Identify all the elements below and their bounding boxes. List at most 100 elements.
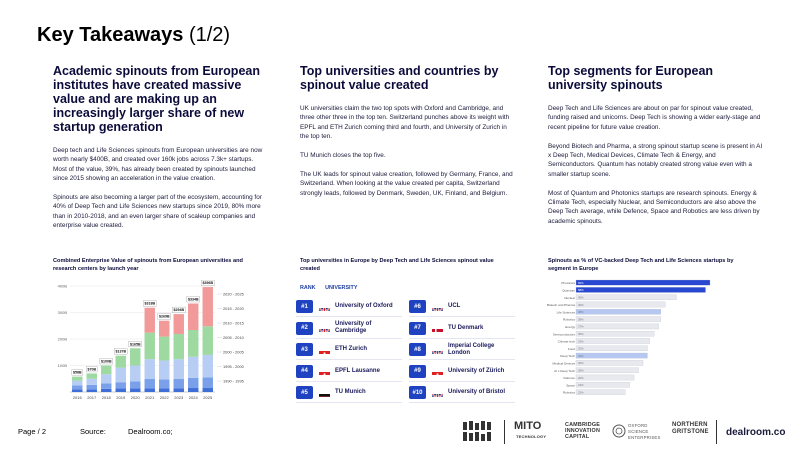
ranking-row: #6 UCL bbox=[409, 297, 515, 317]
rank-badge: #10 bbox=[409, 386, 426, 399]
bar-segment bbox=[173, 314, 184, 334]
bar-segment bbox=[188, 388, 199, 392]
rank-badge: #9 bbox=[409, 364, 426, 378]
source-label: Source: bbox=[80, 427, 106, 436]
logo-mito-sub: TECHNOLOGY bbox=[516, 434, 547, 439]
oxford-emblem-icon bbox=[612, 424, 626, 438]
total-label-box bbox=[128, 341, 142, 347]
bar-segment bbox=[115, 382, 126, 389]
bar-segment bbox=[202, 377, 213, 389]
bar-segment bbox=[202, 388, 213, 392]
ranking-row: #5 TU Munich bbox=[296, 383, 402, 403]
bar-segment bbox=[130, 381, 141, 389]
column-heading: Top segments for European university spi… bbox=[548, 64, 714, 92]
segment-bar bbox=[575, 287, 706, 293]
value-label: 24% bbox=[578, 383, 584, 387]
flag-uk-icon bbox=[319, 303, 330, 311]
total-label: $334B bbox=[188, 297, 199, 301]
bar-segment bbox=[72, 380, 83, 386]
value-label: 32% bbox=[578, 354, 584, 358]
bar-segment bbox=[159, 336, 170, 361]
figure-title-enterprise-value: Combined Enterprise Value of spinouts fr… bbox=[53, 258, 243, 272]
value-label: 26% bbox=[578, 376, 584, 380]
flag-uk-icon bbox=[432, 303, 443, 311]
column-top-segments: Top segments for European university spi… bbox=[548, 64, 763, 236]
total-label-box bbox=[172, 306, 186, 313]
total-label-box bbox=[186, 296, 200, 303]
university-name: University of Bristol bbox=[448, 389, 506, 395]
logo-mito: MITO bbox=[514, 420, 542, 432]
value-label: 28% bbox=[578, 369, 584, 373]
university-name: TU Munich bbox=[335, 389, 366, 395]
category-label: Food bbox=[568, 347, 575, 351]
logo-separator bbox=[716, 420, 717, 444]
university-name: EPFL Lausanne bbox=[335, 367, 380, 374]
bar-segment bbox=[188, 329, 199, 357]
total-label-box bbox=[71, 369, 83, 376]
x-tick-label: 2016 bbox=[73, 395, 83, 400]
total-label-box bbox=[157, 313, 171, 320]
segment-bar bbox=[575, 323, 659, 330]
segment-bar bbox=[575, 294, 677, 300]
total-label: $70B bbox=[87, 367, 96, 371]
bar-segment bbox=[130, 365, 141, 382]
category-label: Robotics bbox=[563, 318, 575, 322]
ranking-row: #1 University of Oxford bbox=[296, 297, 402, 317]
x-tick-label: 2023 bbox=[174, 395, 184, 400]
column-academic-spinouts: Academic spinouts from European institut… bbox=[53, 64, 268, 240]
bar-segment bbox=[188, 356, 199, 378]
y-tick-label: 200B bbox=[58, 337, 68, 342]
bar-segment bbox=[72, 376, 83, 381]
university-name: University of Oxford bbox=[335, 303, 393, 309]
university-name: UCL bbox=[448, 303, 461, 309]
bar-segment bbox=[101, 374, 112, 384]
rank-badge: #5 bbox=[296, 386, 313, 399]
enterprise-value-chart: 100B 200B 300B 400B $58B 2016 $70B 2017 $100B 201… bbox=[58, 280, 245, 400]
x-tick-label: 2022 bbox=[160, 395, 170, 400]
logo-separator bbox=[504, 420, 505, 444]
bar-segment bbox=[173, 379, 184, 389]
bar-segment bbox=[144, 379, 155, 389]
footer: Page / 2 Source: Dealroom.co; MITO TECHN… bbox=[0, 412, 800, 450]
total-label: $318B bbox=[144, 302, 155, 306]
category-label: Nuclear bbox=[564, 296, 575, 300]
column-paragraph: Most of Quantum and Photonics startups a… bbox=[548, 189, 760, 225]
partner-logos: MITO TECHNOLOGY CAMBRIDGE INNOVATION CAP… bbox=[462, 418, 792, 446]
bar-segment bbox=[101, 365, 112, 375]
category-label: Climate tech bbox=[558, 340, 575, 344]
column-paragraph: TU Munich closes the top five. bbox=[300, 152, 386, 160]
bar-segment bbox=[86, 384, 97, 390]
category-label: Semiconductors bbox=[553, 332, 576, 336]
rank-badge: #1 bbox=[296, 300, 313, 313]
segment-bar bbox=[575, 374, 635, 381]
segment-bar bbox=[575, 367, 639, 373]
flag-uk-icon bbox=[319, 324, 330, 332]
total-label: $294B bbox=[173, 308, 184, 312]
university-name: TU Denmark bbox=[448, 324, 484, 331]
legend-label: 2010 - 2015 bbox=[223, 321, 244, 326]
x-tick-label: 2017 bbox=[87, 395, 97, 400]
bar-segment bbox=[202, 287, 213, 327]
rank-badge: #3 bbox=[296, 343, 313, 356]
figure-title-segments: Spinouts as % of VC-backed Deep Tech and… bbox=[548, 258, 734, 272]
category-label: AI x Deep Tech bbox=[554, 369, 575, 373]
page-title: Key Takeaways (1/2) bbox=[37, 24, 230, 47]
legend-label: 2000 - 2005 bbox=[223, 350, 244, 355]
legend-label: 1990 - 1995 bbox=[223, 379, 244, 384]
column-paragraph: The UK leads for spinout value creation,… bbox=[300, 170, 513, 197]
ranking-col-rank: RANK bbox=[300, 285, 316, 291]
value-label: 22% bbox=[578, 390, 584, 394]
y-tick-label: 300B bbox=[58, 310, 68, 315]
university-name: University of Cambridge bbox=[335, 321, 372, 334]
x-tick-label: 2024 bbox=[189, 395, 199, 400]
page-label: Page bbox=[18, 427, 36, 436]
partner-glyph-logo bbox=[463, 421, 491, 441]
page-number-value: 2 bbox=[41, 427, 46, 436]
category-label: Robotics bbox=[563, 391, 575, 395]
total-label: $165B bbox=[130, 342, 141, 346]
source-value: Dealroom.co; bbox=[128, 427, 173, 436]
segment-bar bbox=[575, 389, 626, 395]
category-label: Energy bbox=[565, 325, 575, 329]
legend-label: 1995 - 2000 bbox=[223, 364, 245, 369]
bar-segment bbox=[159, 360, 170, 380]
